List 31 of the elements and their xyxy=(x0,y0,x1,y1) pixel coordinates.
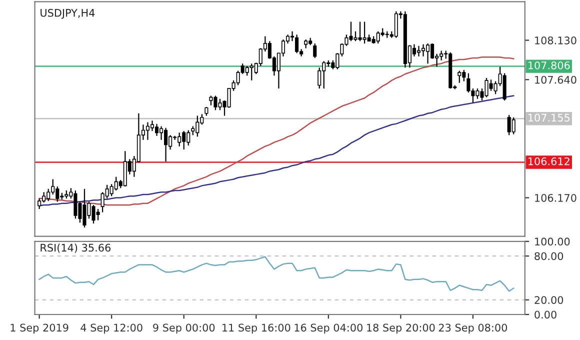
chart-title: RSI(14) 35.66 xyxy=(40,244,110,253)
candlestick xyxy=(38,198,42,210)
x-tick-label: 18 Sep 20:00 xyxy=(367,324,435,334)
ref-line-label: 107.155 xyxy=(528,114,570,122)
candlestick xyxy=(150,120,154,132)
x-tick-label: 1 Sep 2019 xyxy=(10,324,68,334)
y-tick-label: 106.170 xyxy=(535,194,576,202)
candlestick xyxy=(466,72,470,94)
x-tick-label: 11 Sep 16:00 xyxy=(222,324,290,334)
text: USDJPY,H4 xyxy=(40,8,95,19)
ref-line-label: 107.806 xyxy=(528,61,570,70)
candlestick xyxy=(512,116,516,135)
y-tick-label: 20.00 xyxy=(534,296,564,304)
candlestick xyxy=(295,34,299,54)
x-tick-label: 23 Sep 08:00 xyxy=(438,324,508,334)
candlestick xyxy=(502,72,506,102)
y-tick-label: 107.640 xyxy=(535,76,576,84)
y-tick-label: 100.00 xyxy=(535,238,570,246)
candlestick xyxy=(421,44,426,57)
candlestick xyxy=(290,30,294,42)
x-tick-label: 9 Sep 00:00 xyxy=(153,324,215,334)
line-series xyxy=(38,256,514,292)
y-tick-label: 108.130 xyxy=(535,36,576,44)
x-tick-label: 16 Sep 04:00 xyxy=(294,324,362,334)
y-tick-label: 0.00 xyxy=(534,310,556,319)
y-tick-label: 80.00 xyxy=(534,252,564,260)
candlestick xyxy=(154,123,159,136)
x-tick-label: 4 Sep 12:00 xyxy=(80,324,142,334)
candlestick xyxy=(313,42,317,58)
ref-line-label: 106.612 xyxy=(528,157,570,166)
candlestick xyxy=(458,70,462,84)
